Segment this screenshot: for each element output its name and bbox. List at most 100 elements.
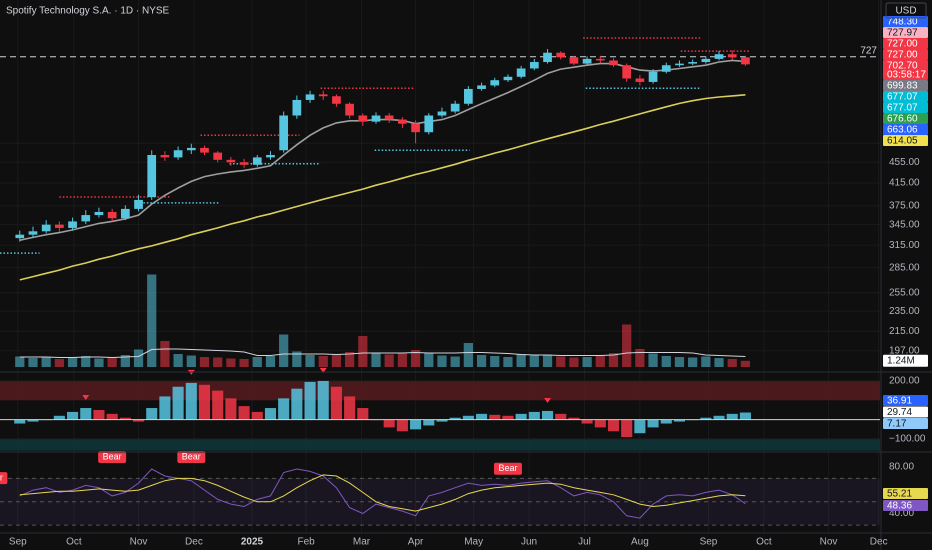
candle-body <box>635 78 645 82</box>
price-tag <box>883 135 928 146</box>
candle-body <box>727 54 737 58</box>
volume-bar <box>503 357 513 367</box>
candle-body <box>266 154 275 158</box>
oscillator-bar <box>423 419 435 426</box>
volume-bar <box>67 357 78 367</box>
candle-body <box>503 76 513 81</box>
volume-bar <box>107 357 117 367</box>
candle-body <box>675 63 684 66</box>
rsi-tag-label: 48.36 <box>887 500 912 511</box>
y-tick-label: 197.00 <box>889 346 920 357</box>
volume-bar <box>463 343 473 367</box>
volume-bar <box>186 355 196 367</box>
candle-body <box>371 115 381 122</box>
rsi-tag-label: 55.21 <box>887 488 912 499</box>
oscillator-bar <box>555 413 567 420</box>
candle-body <box>68 221 77 228</box>
x-tick-label: Dec <box>185 537 203 548</box>
volume-bar <box>648 353 658 367</box>
candle-body <box>226 159 236 163</box>
price-tag-label: 699.83 <box>887 80 918 91</box>
divergence-label: Bear <box>103 451 122 461</box>
volume-bar <box>516 354 526 367</box>
peak-marker <box>82 395 90 401</box>
x-tick-label: 2025 <box>241 537 264 548</box>
oscillator-tag <box>883 406 928 418</box>
oscillator-bar <box>594 419 606 428</box>
oscillator-bar <box>291 388 303 420</box>
oscillator-band <box>0 439 880 451</box>
oscillator-bar <box>27 419 39 422</box>
volume-bar <box>397 353 408 367</box>
volume-bar <box>292 351 302 367</box>
volume-bar <box>41 357 51 367</box>
oscillator-bar <box>726 413 738 420</box>
oscillator-bar <box>647 419 659 428</box>
divergence-box <box>177 451 206 464</box>
y-tick-label: 345.00 <box>889 219 920 230</box>
oscillator-bar <box>67 411 79 420</box>
oscillator-bar <box>541 410 554 420</box>
rsi-tag <box>883 500 928 511</box>
currency[interactable]: USD <box>895 6 916 17</box>
price-tag-label: 702.70 <box>887 60 918 71</box>
price-tag-label: 727.00 <box>887 49 918 60</box>
candle-body <box>305 94 315 100</box>
candle-body <box>714 54 724 59</box>
volume-bar <box>529 355 539 367</box>
oscillator-bar <box>212 390 224 420</box>
oscillator-bar <box>713 415 725 420</box>
x-tick-label: Apr <box>408 537 424 548</box>
oscillator-bar <box>251 411 263 420</box>
candle-body <box>424 115 434 133</box>
divergence-label: Bear <box>0 472 3 482</box>
currency-box[interactable] <box>885 2 927 19</box>
candle-body <box>186 147 196 151</box>
candle-body <box>279 115 289 151</box>
candle-body <box>437 111 447 116</box>
volume-bar <box>569 357 579 367</box>
price-tag <box>883 38 928 49</box>
volume-bar <box>331 354 342 367</box>
x-tick-label: Aug <box>631 537 649 548</box>
volume-bar <box>120 355 130 367</box>
oscillator-bar <box>515 413 527 420</box>
oscillator-bar <box>607 419 620 432</box>
candle-body <box>213 152 223 160</box>
divergence-label: Bear <box>182 451 201 461</box>
price-tag <box>883 16 928 27</box>
volume-bar <box>226 358 236 367</box>
volume-bar <box>265 356 276 367</box>
price-tag <box>883 60 928 80</box>
price-tag-label: 614.05 <box>887 135 918 146</box>
x-tick-label: Jul <box>578 537 591 548</box>
volume-bar <box>28 358 38 367</box>
price-tag-label: 676.60 <box>887 113 918 124</box>
oscillator-bar <box>660 419 672 424</box>
candle-body <box>490 80 500 86</box>
divergence-box <box>0 472 8 485</box>
candle-body <box>41 224 51 232</box>
x-tick-label: Jun <box>521 537 537 548</box>
candle-body <box>556 52 566 58</box>
oscillator-bar <box>739 412 751 420</box>
candle-body <box>134 199 143 209</box>
candle-body <box>55 224 64 228</box>
oscillator-bar <box>225 398 237 420</box>
candle-body <box>384 115 394 120</box>
oscillator-tag <box>883 418 928 429</box>
price-tag-label: 677.07 <box>887 91 918 102</box>
candle-body <box>741 57 750 65</box>
axes: Sep Oct Nov Dec 2025 Feb Mar Apr May Jun Jul Aug Sep… <box>9 16 928 548</box>
x-tick-label: Mar <box>353 537 371 548</box>
oscillator-bar <box>119 417 131 420</box>
candle-body <box>661 65 671 72</box>
oscillator-bar <box>673 419 686 422</box>
volume-bar <box>371 352 381 367</box>
oscillator-bar <box>132 419 145 422</box>
y-tick-label: −100.00 <box>889 434 926 445</box>
volume-bar <box>318 356 328 367</box>
oscillator-bar <box>146 408 158 420</box>
oscillator-bar <box>449 417 461 420</box>
oscillator-bar <box>198 384 211 420</box>
